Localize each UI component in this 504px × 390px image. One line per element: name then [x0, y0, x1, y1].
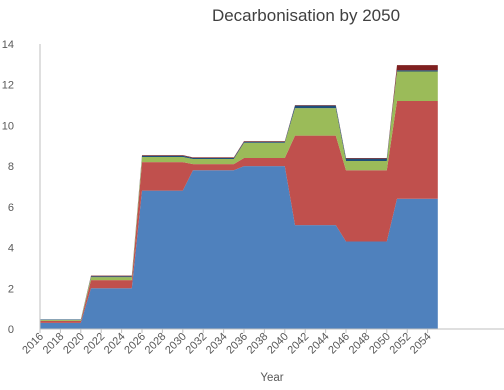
x-tick-label: 2040 [265, 331, 291, 357]
y-tick-label: 12 [2, 80, 14, 92]
x-tick-label: 2024 [102, 331, 128, 357]
y-tick-label: 4 [8, 243, 14, 255]
x-tick-label: 2050 [367, 331, 393, 357]
chart-title: Decarbonisation by 2050 [212, 6, 400, 25]
x-axis: 2016201820202022202420262028203020322034… [20, 328, 504, 357]
x-tick-label: 2036 [224, 331, 250, 357]
y-tick-label: 8 [8, 161, 14, 173]
y-tick-label: 6 [8, 202, 14, 214]
x-tick-label: 2048 [347, 331, 373, 357]
x-tick-label: 2022 [82, 331, 108, 357]
x-tick-label: 2026 [122, 331, 148, 357]
y-tick-label: 0 [8, 324, 14, 336]
area-series-2 [40, 101, 438, 323]
x-tick-label: 2052 [388, 331, 414, 357]
area-series-3 [40, 71, 438, 321]
x-tick-label: 2016 [20, 331, 46, 357]
x-tick-label: 2030 [163, 331, 189, 357]
y-tick-label: 14 [2, 39, 14, 51]
y-axis: 0 2 4 6 8 10 12 14 [2, 39, 41, 336]
area-series-group [40, 65, 438, 329]
x-tick-label: 2054 [408, 331, 434, 357]
x-tick-label: 2020 [61, 331, 87, 357]
y-tick-label: 10 [2, 120, 14, 132]
x-axis-title: Year [260, 372, 283, 384]
x-tick-label: 2028 [143, 331, 169, 357]
x-tick-label: 2034 [204, 331, 230, 357]
x-tick-label: 2018 [41, 331, 67, 357]
x-tick-label: 2046 [326, 331, 352, 357]
x-tick-label: 2044 [306, 331, 332, 357]
x-tick-label: 2042 [286, 331, 312, 357]
y-tick-label: 2 [8, 283, 14, 295]
area-series-1 [40, 166, 438, 329]
x-tick-label: 2032 [184, 331, 210, 357]
x-tick-label: 2038 [245, 331, 271, 357]
